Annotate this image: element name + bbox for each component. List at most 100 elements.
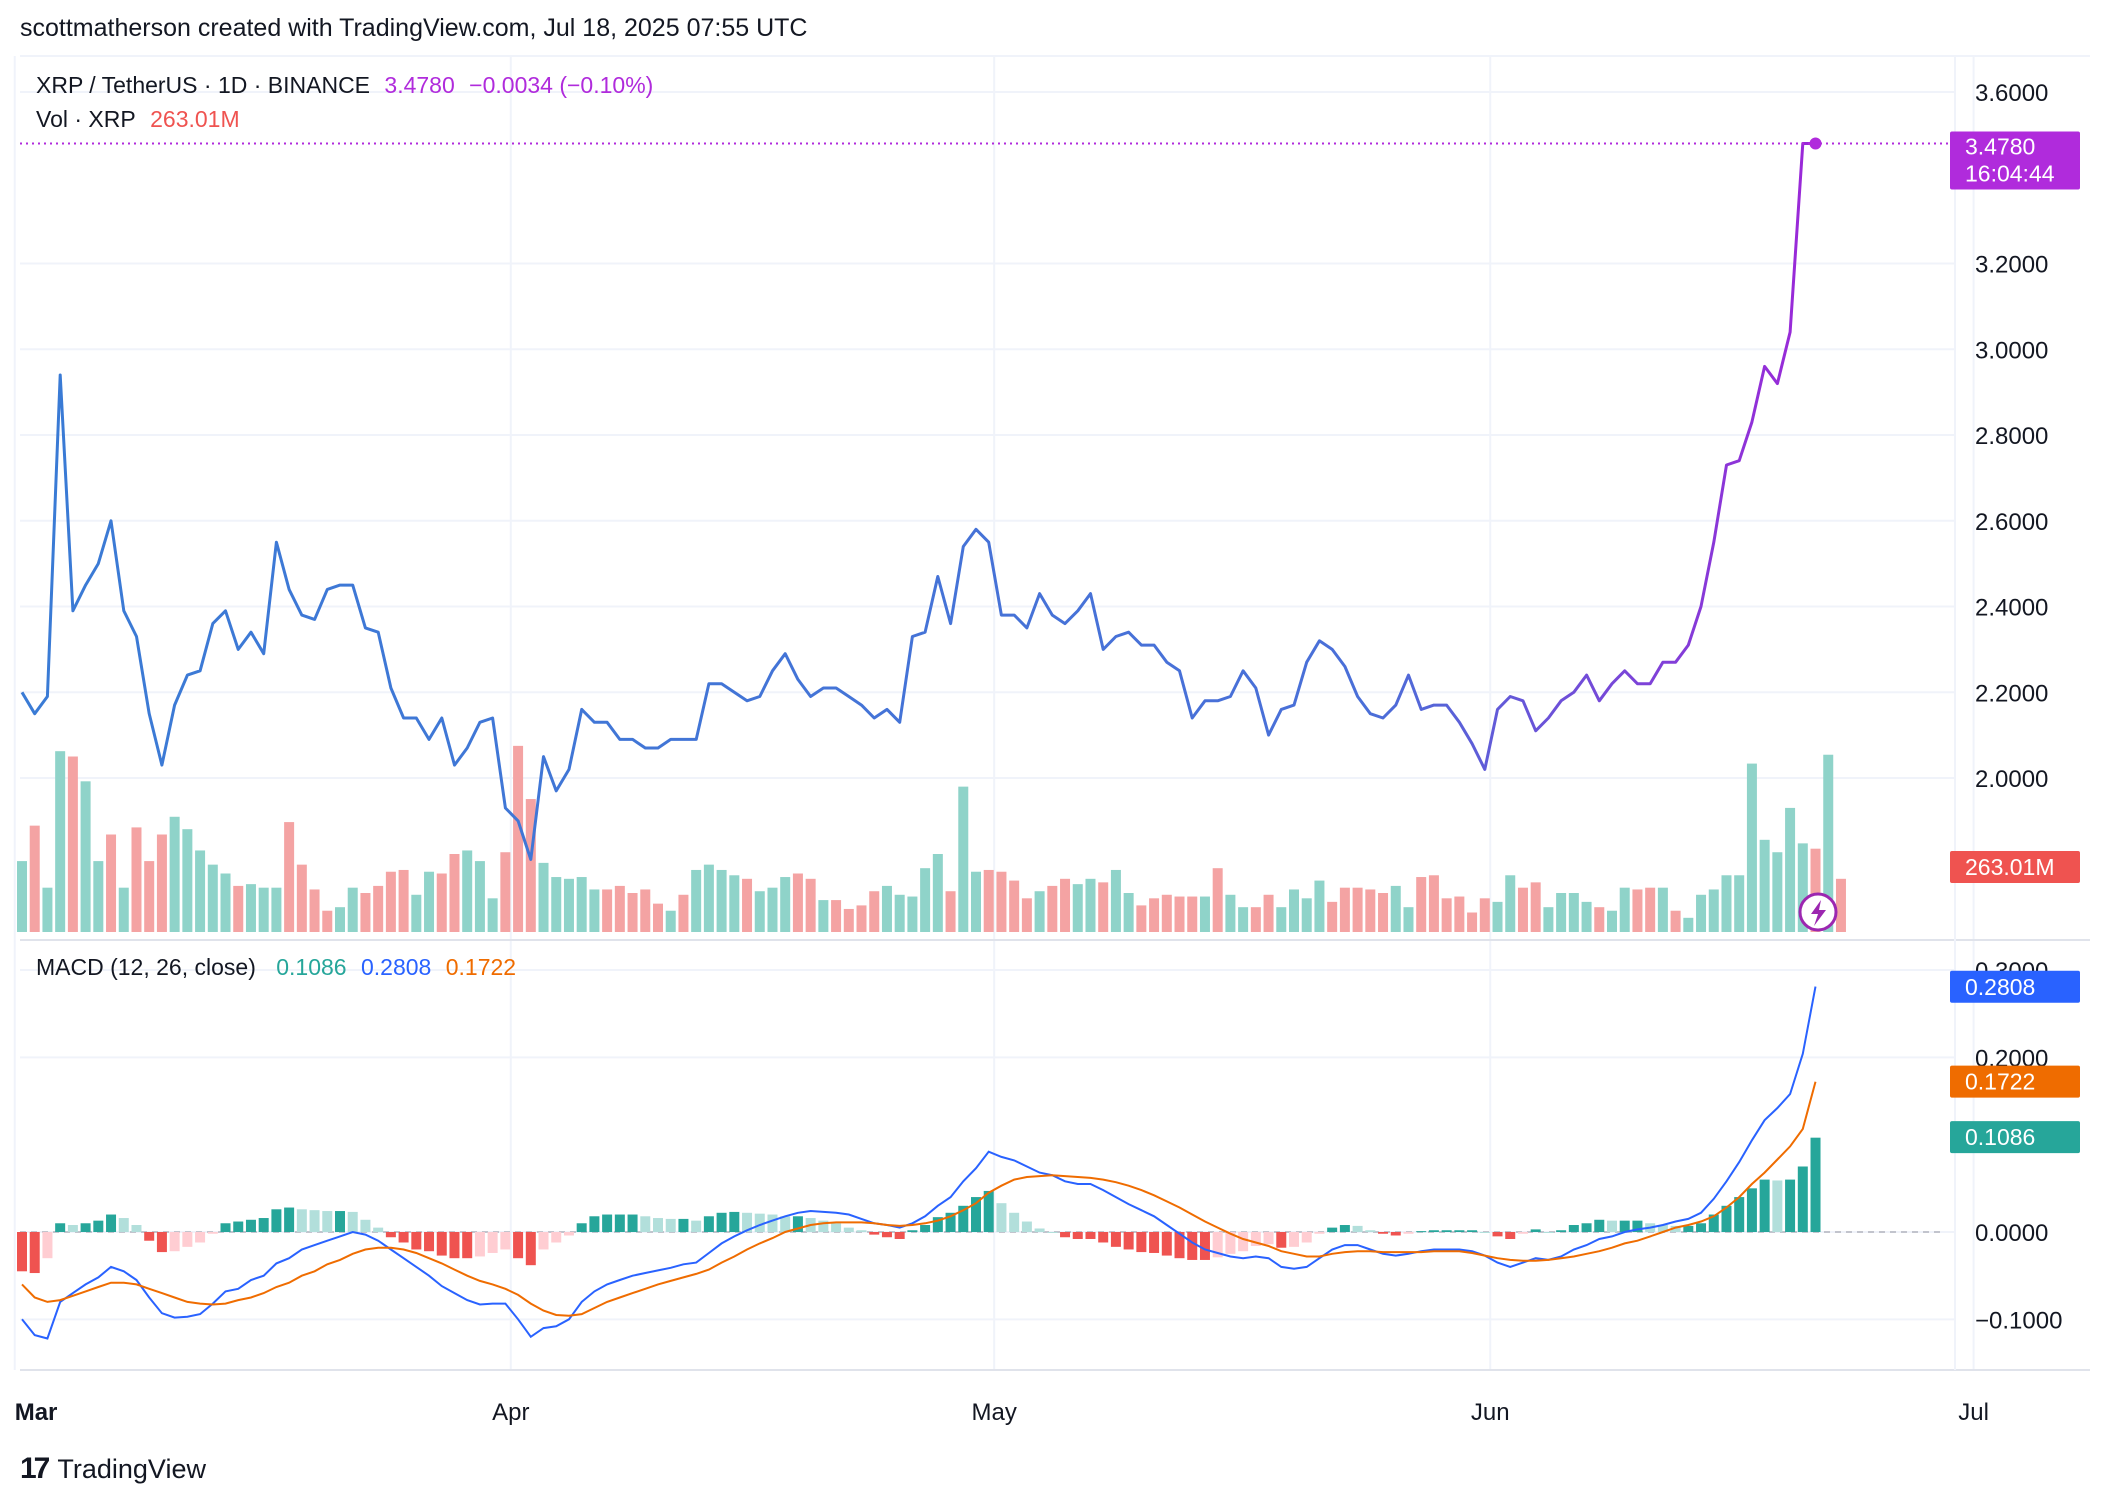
volume-bar — [1454, 896, 1465, 932]
symbol-name[interactable]: XRP / TetherUS · 1D · BINANCE — [36, 72, 371, 98]
volume-bar — [792, 873, 803, 932]
signal-line — [21, 1081, 1817, 1317]
volume-bar — [589, 889, 600, 932]
tradingview-brand[interactable]: 17 TradingView — [20, 1452, 206, 1486]
macd-hist-bar — [1225, 1232, 1236, 1254]
volume-bar — [983, 869, 994, 932]
macd-hist-bar — [653, 1218, 663, 1232]
volume-label[interactable]: Vol · XRP — [36, 106, 136, 132]
macd-hist-bar — [742, 1212, 753, 1232]
volume-bar — [347, 887, 358, 932]
macd-hist-bar — [843, 1227, 854, 1232]
macd-hist-bar — [971, 1197, 981, 1232]
macd-hist-bar — [1708, 1214, 1719, 1232]
volume-bars — [17, 745, 1846, 932]
macd-hist-bar — [1365, 1230, 1376, 1232]
volume-bar — [780, 877, 791, 932]
volume-bar — [284, 822, 295, 932]
volume-bar — [1212, 868, 1223, 932]
signal-tag-value: 0.1722 — [1965, 1069, 2035, 1095]
volume-bar — [1327, 901, 1338, 932]
volume-bar — [1199, 896, 1210, 932]
macd-hist-bar — [1187, 1232, 1198, 1260]
y-tick-label: 2.2000 — [1975, 680, 2048, 707]
volume-bar — [93, 861, 104, 932]
y-tick-label: 3.6000 — [1975, 80, 2048, 107]
volume-bar — [131, 827, 142, 932]
volume-bar — [716, 869, 727, 932]
macd-hist-bar — [462, 1232, 473, 1259]
macd-hist-bar — [1174, 1232, 1185, 1259]
volume-bar — [1250, 907, 1261, 932]
macd-hist-bar — [1212, 1232, 1223, 1258]
volume-bar — [309, 889, 320, 932]
volume-bar — [563, 878, 574, 932]
volume-bar — [80, 781, 91, 932]
volume-bar — [411, 894, 422, 932]
volume-bar — [55, 751, 66, 932]
macd-hist-bar — [983, 1190, 994, 1232]
macd-histogram — [17, 1137, 1821, 1274]
volume-bar — [1708, 889, 1719, 932]
macd-label[interactable]: MACD (12, 26, close) — [36, 954, 256, 980]
macd-hist-bar — [436, 1232, 447, 1256]
volume-bar — [1098, 882, 1109, 932]
macd-tick-label: 0.0000 — [1975, 1220, 2048, 1247]
volume-legend: Vol · XRP 263.01M — [36, 106, 248, 133]
volume-bar — [220, 873, 231, 932]
volume-bar — [894, 894, 905, 932]
macd-hist-bar — [996, 1203, 1007, 1232]
volume-bar — [322, 910, 333, 932]
volume-bar — [1161, 894, 1172, 932]
volume-bar — [869, 891, 880, 932]
volume-bar — [296, 864, 307, 932]
volume-bar — [182, 829, 193, 932]
volume-bar — [106, 834, 117, 932]
macd-hist-bar — [716, 1212, 727, 1232]
volume-bar — [920, 868, 931, 932]
macd-hist-bar — [665, 1218, 676, 1232]
macd-hist-bar — [360, 1219, 371, 1232]
macd-hist-bar — [678, 1218, 689, 1232]
macd-hist-bar — [907, 1230, 918, 1232]
volume-bar — [932, 854, 943, 932]
macd-legend: MACD (12, 26, close) 0.1086 0.2808 0.172… — [36, 954, 524, 981]
macd-tag — [1950, 970, 2080, 1003]
macd-hist-bar — [169, 1232, 180, 1252]
volume-bar — [1110, 869, 1121, 932]
macd-hist-bar — [1098, 1232, 1109, 1243]
volume-bar — [538, 862, 549, 932]
macd-hist-bar — [576, 1223, 587, 1232]
volume-bar — [602, 889, 613, 932]
volume-bar — [29, 825, 40, 932]
volume-bar — [398, 869, 409, 932]
macd-hist-bar — [106, 1214, 117, 1232]
volume-bar — [1683, 917, 1694, 932]
macd-line — [21, 986, 1817, 1340]
volume-bar — [1835, 878, 1846, 932]
macd-hist-bar — [1492, 1232, 1503, 1237]
macd-hist-bar — [1581, 1223, 1592, 1232]
x-tick-label: Jul — [1958, 1399, 1989, 1426]
macd-hist-bar — [1734, 1197, 1745, 1232]
volume-bar — [144, 861, 155, 932]
hist-tag-value: 0.1086 — [1965, 1124, 2035, 1150]
volume-bar — [1492, 901, 1503, 932]
x-tick-label: Mar — [15, 1399, 58, 1426]
volume-bar — [169, 816, 180, 932]
macd-hist-bar — [1301, 1232, 1312, 1243]
volume-bar — [729, 875, 740, 932]
volume-bar — [1810, 848, 1821, 932]
price-line — [20, 142, 1816, 861]
macd-hist-bar — [284, 1207, 295, 1232]
volume-bar — [1403, 907, 1414, 932]
volume-bar — [1823, 754, 1834, 932]
volume-bar — [1314, 880, 1325, 932]
volume-bar — [691, 869, 702, 932]
macd-hist-bar — [156, 1232, 167, 1253]
macd-hist-bar — [1556, 1230, 1567, 1232]
volume-bar — [1365, 889, 1376, 932]
volume-bar — [831, 900, 842, 932]
volume-bar — [996, 871, 1007, 932]
